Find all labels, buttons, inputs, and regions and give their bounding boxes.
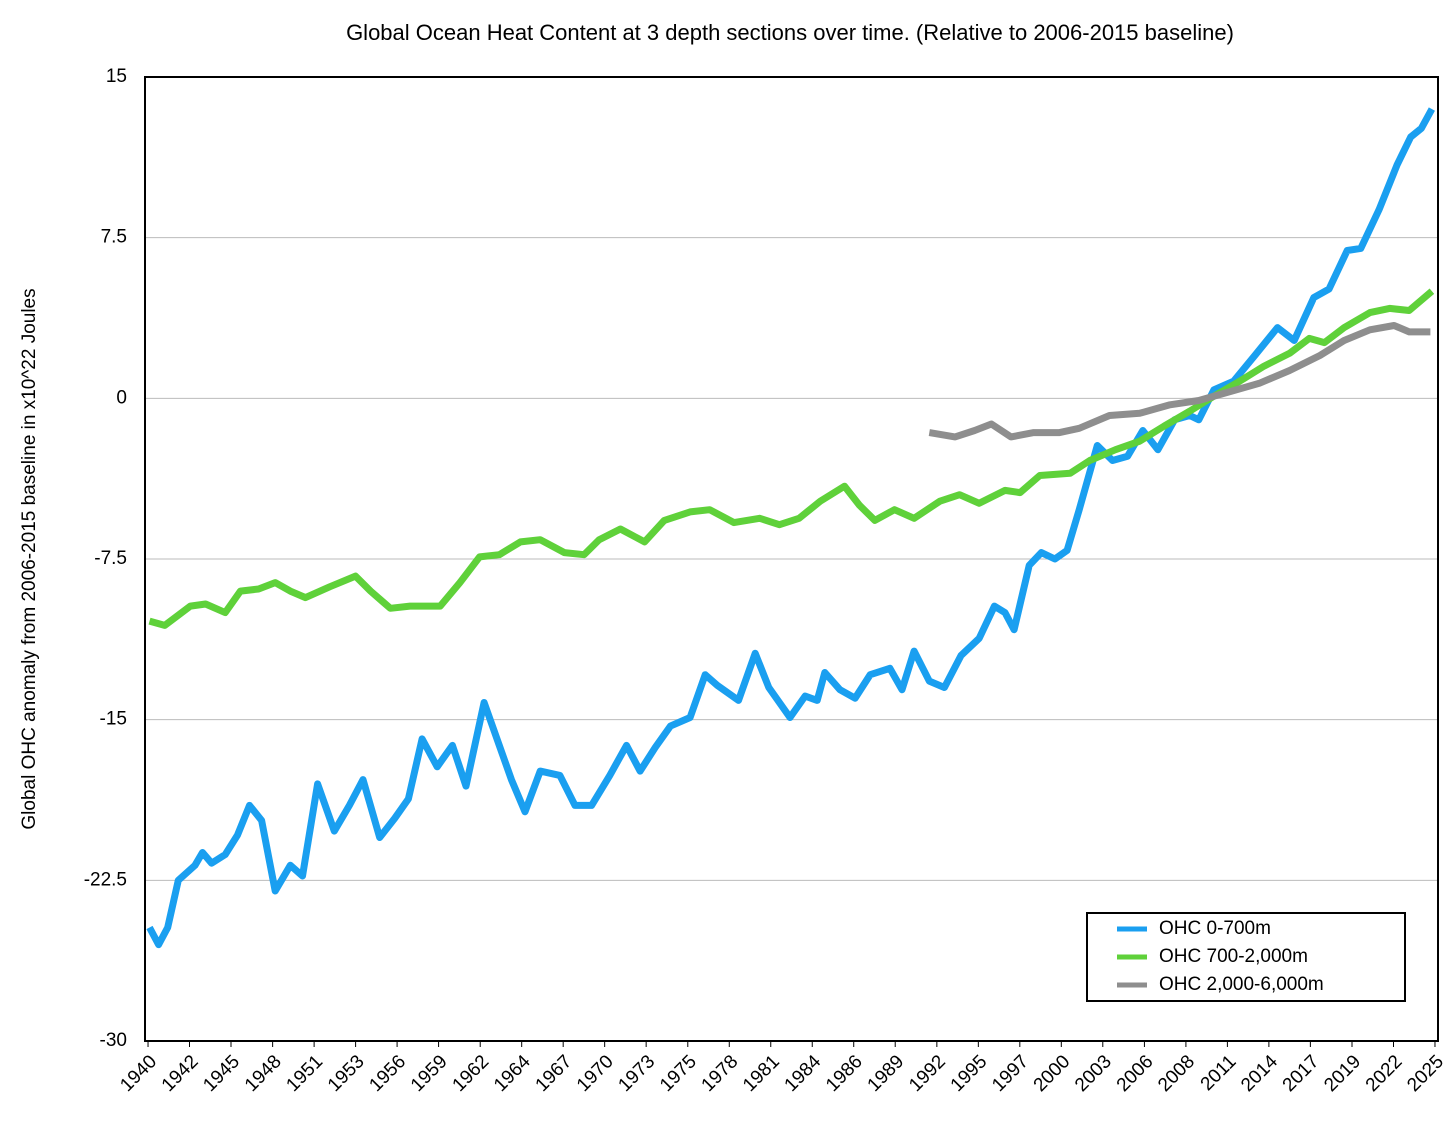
x-tick-label: 2014 xyxy=(1237,1051,1282,1096)
x-tick-label: 1945 xyxy=(199,1051,244,1096)
x-tick-label: 2003 xyxy=(1071,1051,1116,1096)
x-tick-label: 1959 xyxy=(407,1051,452,1096)
x-tick-label: 1975 xyxy=(656,1051,701,1096)
x-tick-label: 2019 xyxy=(1320,1051,1365,1096)
legend-label: OHC 2,000-6,000m xyxy=(1159,974,1324,995)
x-tick-label: 1951 xyxy=(282,1051,327,1096)
x-tick-label: 1940 xyxy=(116,1051,161,1096)
x-tick-label: 1962 xyxy=(449,1051,494,1096)
chart-title: Global Ocean Heat Content at 3 depth sec… xyxy=(346,20,1234,45)
x-tick-label: 1986 xyxy=(822,1051,867,1096)
y-tick-label: -15 xyxy=(100,709,127,730)
y-tick-label: -30 xyxy=(100,1030,127,1051)
x-tick-label: 1989 xyxy=(864,1051,909,1096)
y-tick-label: 15 xyxy=(106,66,127,87)
x-tick-label: 1995 xyxy=(947,1051,992,1096)
y-tick-label: 7.5 xyxy=(101,227,127,248)
x-tick-label: 1948 xyxy=(241,1051,286,1096)
y-axis-label: Global OHC anomaly from 2006-2015 baseli… xyxy=(19,288,40,829)
plot-frame xyxy=(144,76,1439,1042)
x-tick-label: 2025 xyxy=(1403,1051,1448,1096)
x-tick-label: 1956 xyxy=(365,1051,410,1096)
series-line xyxy=(928,322,1431,441)
x-tick-label: 2011 xyxy=(1197,1051,1241,1095)
x-tick-label: 1970 xyxy=(573,1051,618,1096)
x-tick-label: 1973 xyxy=(614,1051,659,1096)
y-tick-label: 0 xyxy=(116,387,127,408)
x-tick-label: 2006 xyxy=(1113,1051,1158,1096)
x-tick-label: 1992 xyxy=(905,1051,950,1096)
series-line xyxy=(148,288,1435,629)
series-line xyxy=(146,107,1435,949)
x-tick-label: 2022 xyxy=(1362,1051,1407,1096)
legend-label: OHC 700-2,000m xyxy=(1159,946,1308,967)
x-tick-label: 1964 xyxy=(490,1051,535,1096)
x-tick-label: 1953 xyxy=(324,1051,369,1096)
y-tick-label: -7.5 xyxy=(94,548,127,569)
legend-label: OHC 0-700m xyxy=(1159,918,1271,939)
x-tick-label: 1978 xyxy=(698,1051,743,1096)
x-tick-label: 2000 xyxy=(1030,1051,1075,1096)
x-tick-label: 2017 xyxy=(1279,1051,1324,1096)
legend: OHC 0-700m OHC 700-2,000m OHC 2,000-6,000m xyxy=(1086,912,1406,1002)
x-tick-label: 1967 xyxy=(532,1051,577,1096)
x-tick-label: 1942 xyxy=(158,1051,203,1096)
x-tick-label: 1981 xyxy=(739,1051,784,1096)
x-tick-label: 1984 xyxy=(781,1051,826,1096)
y-tick-label: -22.5 xyxy=(84,869,127,890)
x-tick-label: 1997 xyxy=(988,1051,1033,1096)
x-tick-label: 2008 xyxy=(1154,1051,1199,1096)
